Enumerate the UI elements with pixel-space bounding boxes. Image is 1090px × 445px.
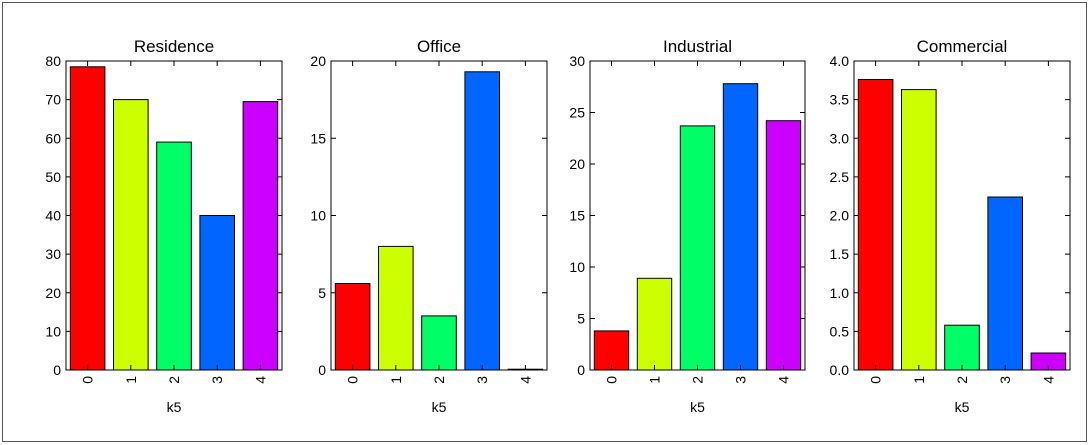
x-tick-label: 4 [776, 376, 792, 384]
y-tick-label: 20 [45, 285, 61, 301]
y-tick-label: 40 [45, 208, 61, 224]
x-tick-label: 1 [388, 376, 404, 384]
y-tick-label: 10 [569, 259, 585, 275]
chart-title: Residence [134, 37, 214, 56]
bar-2 [421, 315, 457, 371]
y-tick-label: 30 [569, 53, 585, 69]
bar-3 [987, 196, 1024, 371]
y-tick-label: 50 [45, 169, 61, 185]
y-tick-label: 60 [45, 130, 61, 146]
y-tick-label: 4.0 [830, 53, 850, 69]
bar-1 [113, 99, 149, 371]
chart-panel-industrial: 0 5 10 15 20 25 30 0 1 2 3 4 Industrial k5 [569, 37, 806, 415]
y-tick-label: 0.5 [830, 323, 850, 339]
chart-panel-office: 0 5 10 15 20 0 1 2 3 4 Office k5 [310, 37, 548, 415]
x-tick-label: 4 [1040, 376, 1056, 384]
x-axis-label: k5 [955, 399, 970, 415]
y-tick-label: 1.5 [830, 246, 850, 262]
chart-panel-residence: 0 10 20 30 40 50 60 70 80 0 1 2 3 4 Residence k5 [45, 37, 283, 415]
chart-title: Industrial [663, 37, 732, 56]
bar-3 [199, 215, 235, 371]
bar-1 [901, 89, 937, 371]
y-tick-label: 2.0 [830, 208, 850, 224]
x-tick-label: 1 [911, 376, 927, 384]
bar-0 [334, 283, 371, 371]
x-tick-label: 3 [209, 376, 225, 384]
x-tick-label: 4 [252, 376, 268, 384]
y-tick-label: 15 [310, 130, 326, 146]
bar-2 [156, 141, 192, 371]
y-tick-label: 3.5 [830, 92, 850, 108]
x-tick-label: 2 [690, 376, 706, 384]
x-tick-label: 2 [166, 376, 182, 384]
y-tick-label: 0 [577, 362, 585, 378]
y-tick-label: 20 [569, 156, 585, 172]
bar-4 [765, 120, 802, 371]
x-tick-label: 0 [868, 376, 884, 384]
y-tick-label: 15 [569, 208, 585, 224]
x-tick-label: 2 [954, 376, 970, 384]
x-axis-label: k5 [167, 399, 182, 415]
y-tick-label: 10 [310, 208, 326, 224]
bar-1 [636, 277, 673, 371]
y-tick-label: 80 [45, 53, 61, 69]
x-tick-label: 1 [647, 376, 663, 384]
y-tick-label: 30 [45, 246, 61, 262]
y-tick-label: 0.0 [830, 362, 850, 378]
x-tick-label: 3 [474, 376, 490, 384]
bar-4 [242, 101, 279, 371]
x-tick-label: 3 [733, 376, 749, 384]
y-tick-label: 0 [318, 362, 326, 378]
x-tick-label: 0 [604, 376, 620, 384]
y-tick-label: 5 [577, 311, 585, 327]
x-tick-label: 2 [431, 376, 447, 384]
x-tick-label: 0 [80, 376, 96, 384]
bar-0 [69, 66, 106, 371]
chart-title: Commercial [917, 37, 1008, 56]
bar-2 [679, 125, 716, 371]
y-tick-label: 25 [569, 105, 585, 121]
bar-0 [593, 330, 630, 371]
bar-2 [944, 324, 980, 371]
x-tick-label: 4 [517, 376, 533, 384]
y-tick-label: 10 [45, 323, 61, 339]
y-tick-label: 1.0 [830, 285, 850, 301]
x-axis-label: k5 [432, 399, 447, 415]
x-tick-label: 3 [997, 376, 1013, 384]
chart-panel-commercial: 0.0 0.5 1.0 1.5 2.0 2.5 3.0 3.5 4.0 0 1 2 3 4 Commerci… [830, 37, 1071, 415]
y-tick-label: 70 [45, 92, 61, 108]
chart-title: Office [417, 37, 461, 56]
y-tick-label: 3.0 [830, 130, 850, 146]
y-tick-label: 5 [318, 285, 326, 301]
bar-3 [464, 71, 500, 371]
bar-1 [378, 245, 414, 371]
x-tick-label: 1 [123, 376, 139, 384]
y-tick-label: 20 [310, 53, 326, 69]
bar-0 [857, 79, 894, 371]
x-axis-label: k5 [690, 399, 705, 415]
x-tick-label: 0 [345, 376, 361, 384]
bar-3 [722, 83, 759, 371]
y-tick-label: 2.5 [830, 169, 850, 185]
y-tick-label: 0 [53, 362, 61, 378]
